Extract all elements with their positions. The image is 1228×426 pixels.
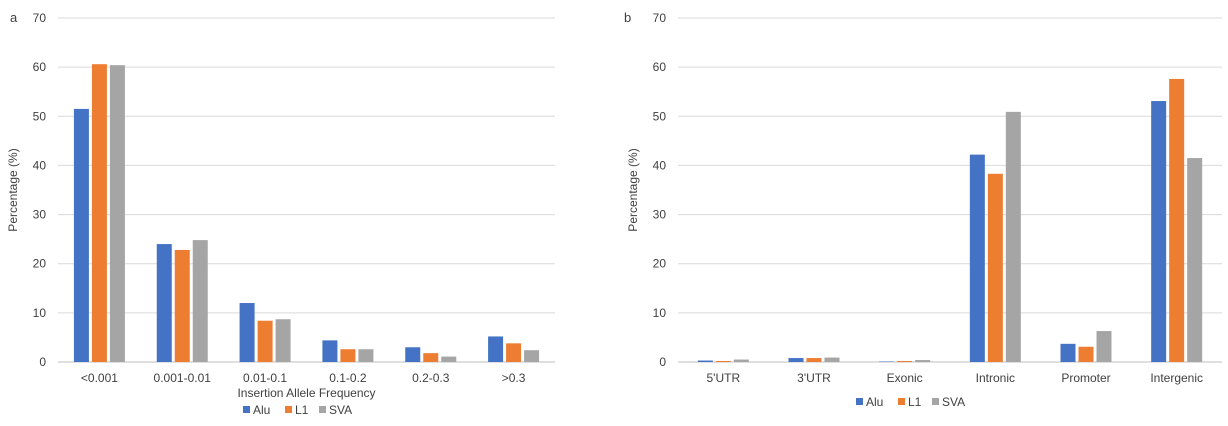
bar-alu <box>74 109 89 362</box>
y-tick-label: 20 <box>653 257 667 271</box>
legend-label: L1 <box>295 403 309 417</box>
bar-sva <box>193 240 208 362</box>
panel-label: a <box>10 10 18 25</box>
bar-sva <box>110 65 125 362</box>
x-tick-label: Intronic <box>976 371 1015 385</box>
bar-alu <box>405 347 420 362</box>
y-tick-label: 40 <box>33 158 47 172</box>
chart-panel-a: a 0 10 20 30 40 50 60 70 Percentage (%) <0.001 0.00… <box>6 10 555 417</box>
y-tick-label: 10 <box>33 306 47 320</box>
y-tick-label: 30 <box>33 208 47 222</box>
bar-alu <box>322 340 337 362</box>
bar-sva <box>524 350 539 362</box>
legend-swatch <box>285 406 292 413</box>
panel-label: b <box>624 10 631 25</box>
y-tick-label: 0 <box>39 355 46 369</box>
bar-sva <box>825 358 840 362</box>
bar-sva <box>441 357 456 362</box>
bar-alu <box>240 303 255 362</box>
bar-alu <box>1151 101 1166 362</box>
legend-swatch <box>932 398 939 405</box>
x-tick-label: >0.3 <box>502 371 526 385</box>
bar-sva <box>915 360 930 362</box>
x-tick-label: 5'UTR <box>707 371 741 385</box>
bar-alu <box>157 244 172 362</box>
x-tick-label: 3'UTR <box>797 371 831 385</box>
y-tick-label: 40 <box>653 158 667 172</box>
bar-sva <box>276 319 291 362</box>
x-tick-label: 0.2-0.3 <box>412 371 450 385</box>
x-tick-label: 0.1-0.2 <box>329 371 367 385</box>
y-tick-label: 0 <box>659 355 666 369</box>
bar-alu <box>970 155 985 362</box>
y-tick-label: 30 <box>653 208 667 222</box>
y-axis-label: Percentage (%) <box>6 148 20 231</box>
y-tick-label: 60 <box>653 60 667 74</box>
y-tick-label: 70 <box>33 11 47 25</box>
legend-swatch <box>319 406 326 413</box>
chart-panel-b: b 0 10 20 30 40 50 60 70 Percentage (%) 5'UTR 3'UTR… <box>624 10 1222 409</box>
y-axis-label: Percentage (%) <box>626 148 640 231</box>
x-tick-label: Promoter <box>1061 371 1110 385</box>
bar-l1 <box>92 64 107 362</box>
legend-label: L1 <box>908 395 922 409</box>
y-tick-label: 20 <box>33 257 47 271</box>
bar-sva <box>1097 331 1112 362</box>
x-axis-label: Insertion Allele Frequency <box>237 386 375 400</box>
legend-label: Alu <box>253 403 270 417</box>
x-tick-label: 0.001-0.01 <box>154 371 212 385</box>
bar-alu <box>488 336 503 362</box>
bar-l1 <box>423 353 438 362</box>
bar-l1 <box>340 349 355 362</box>
y-tick-label: 10 <box>653 306 667 320</box>
legend-swatch <box>898 398 905 405</box>
bar-sva <box>1006 112 1021 362</box>
x-tick-label: <0.001 <box>81 371 118 385</box>
x-tick-label: Intergenic <box>1150 371 1203 385</box>
bar-sva <box>358 349 373 362</box>
legend: Alu L1 SVA <box>856 395 965 409</box>
legend-swatch <box>856 398 863 405</box>
legend-label: Alu <box>866 395 883 409</box>
legend-swatch <box>243 406 250 413</box>
y-tick-label: 70 <box>653 11 667 25</box>
y-tick-label: 50 <box>33 109 47 123</box>
bar-sva <box>734 360 749 362</box>
bar-sva <box>1187 158 1202 362</box>
bar-l1 <box>1169 79 1184 362</box>
bar-alu <box>1061 344 1076 362</box>
bar-l1 <box>897 361 912 362</box>
x-tick-label: 0.01-0.1 <box>243 371 287 385</box>
bar-l1 <box>258 321 273 362</box>
bar-alu <box>789 358 804 362</box>
bar-l1 <box>1079 347 1094 362</box>
x-tick-label: Exonic <box>887 371 923 385</box>
y-tick-label: 50 <box>653 109 667 123</box>
bar-l1 <box>807 358 822 362</box>
bar-l1 <box>506 343 521 362</box>
y-tick-label: 60 <box>33 60 47 74</box>
legend: Alu L1 SVA <box>243 403 352 417</box>
bar-alu <box>698 361 713 362</box>
legend-label: SVA <box>329 403 352 417</box>
legend-label: SVA <box>942 395 965 409</box>
bar-l1 <box>175 250 190 362</box>
bar-l1 <box>988 174 1003 362</box>
bar-l1 <box>716 361 731 362</box>
